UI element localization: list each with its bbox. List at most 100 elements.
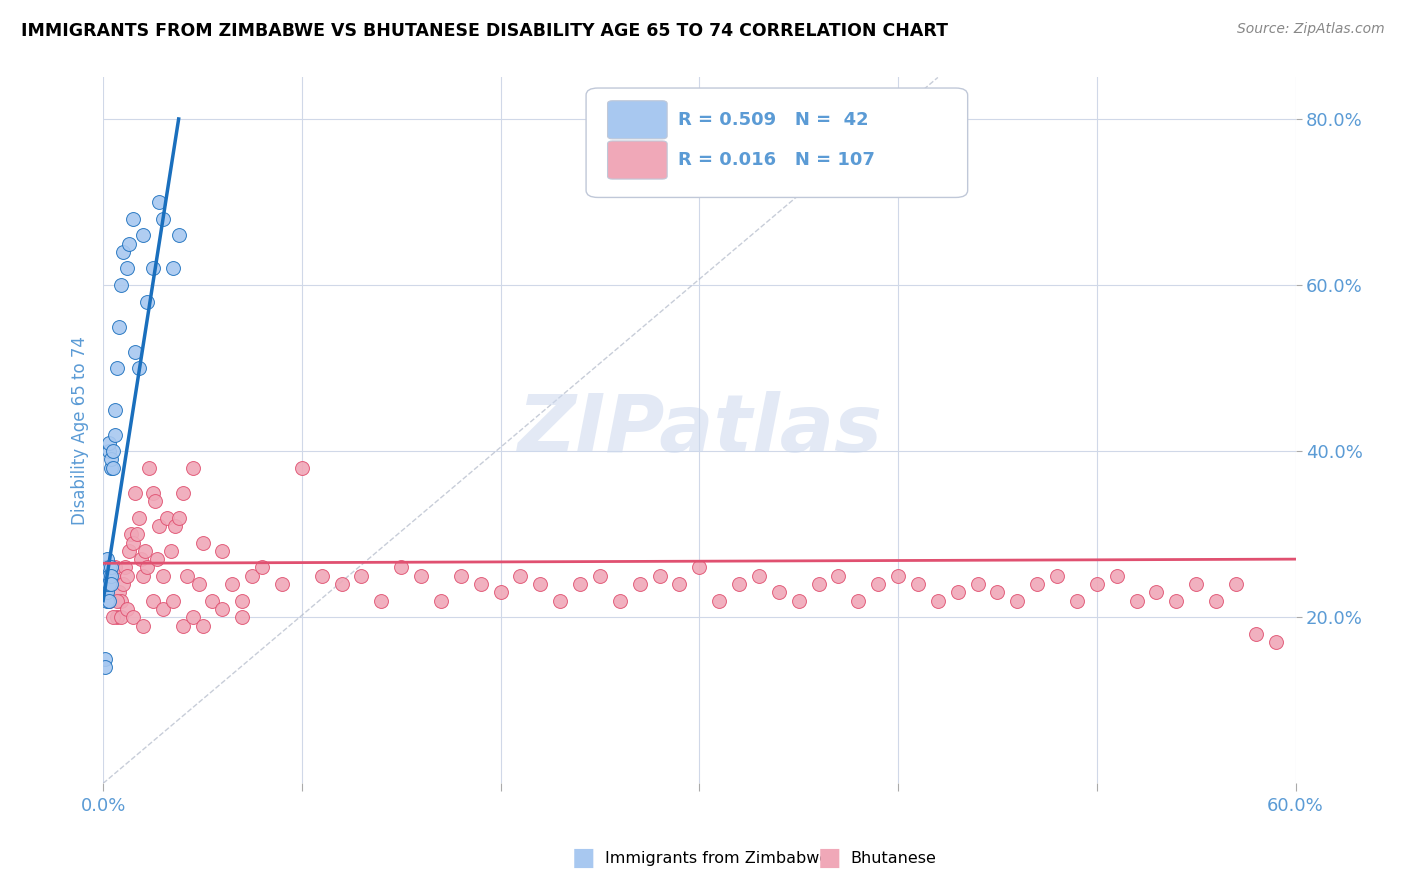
Point [135,294,157,309]
Point [1244,627,1267,641]
Point [648,568,671,582]
Point [98,568,121,582]
Point [986,585,1008,599]
Point [709,593,731,607]
Point [134,544,156,558]
Text: Bhutanese: Bhutanese [851,851,936,865]
Text: ZIPatlas: ZIPatlas [517,392,882,469]
Point [101,568,124,582]
Point [105,361,128,376]
Point [1264,635,1286,649]
Point [100,452,122,467]
Point [122,535,145,549]
Point [927,593,949,607]
Point [311,568,333,582]
Point [143,494,166,508]
Point [271,577,294,591]
Point [122,610,145,624]
Point [231,593,253,607]
Point [115,261,138,276]
Point [115,568,138,582]
Point [135,560,157,574]
FancyBboxPatch shape [607,141,668,179]
Point [142,593,165,607]
Point [807,577,830,591]
Point [111,244,134,259]
FancyBboxPatch shape [607,101,668,139]
Point [162,261,184,276]
Point [201,593,224,607]
Point [132,228,155,243]
Text: ■: ■ [818,847,841,870]
Point [104,427,127,442]
Text: R = 0.016   N = 107: R = 0.016 N = 107 [678,151,875,169]
Point [159,544,181,558]
Point [1125,593,1147,607]
Point [111,577,134,591]
Point [450,568,472,582]
Point [167,228,190,243]
Point [98,593,121,607]
Point [1225,577,1247,591]
Point [509,568,531,582]
Point [1205,593,1227,607]
Point [250,560,273,574]
Point [688,560,710,574]
Point [104,560,127,574]
Point [100,560,122,574]
Point [887,568,910,582]
Point [98,593,121,607]
Point [569,577,592,591]
Point [118,544,141,558]
Point [1146,585,1168,599]
Point [211,544,233,558]
Point [100,568,122,582]
Point [125,527,148,541]
Point [96,560,118,574]
Point [94,560,117,574]
Point [1046,568,1069,582]
Point [142,261,165,276]
Point [589,568,612,582]
Point [142,485,165,500]
Point [138,460,160,475]
FancyBboxPatch shape [586,88,967,197]
Point [105,593,128,607]
Point [148,194,170,209]
Point [609,593,631,607]
Point [1026,577,1049,591]
Point [1066,593,1088,607]
Point [827,568,849,582]
Point [100,460,122,475]
Point [1185,577,1208,591]
Point [96,568,118,582]
Point [124,344,146,359]
Point [156,510,179,524]
Point [668,577,690,591]
Point [98,560,121,574]
Point [101,610,124,624]
Point [787,593,810,607]
Point [110,610,132,624]
Point [148,519,170,533]
Point [115,602,138,616]
Point [94,568,117,582]
Point [176,568,198,582]
Point [98,577,121,591]
Point [128,510,150,524]
Point [101,460,124,475]
Point [181,610,204,624]
Point [120,527,142,541]
Point [98,444,121,458]
Point [430,593,453,607]
Point [768,585,790,599]
Text: Immigrants from Zimbabwe: Immigrants from Zimbabwe [605,851,828,865]
Point [330,577,353,591]
Point [124,485,146,500]
Point [1085,577,1108,591]
Point [728,577,751,591]
Point [128,361,150,376]
Point [172,485,194,500]
Point [240,568,263,582]
Point [191,535,214,549]
